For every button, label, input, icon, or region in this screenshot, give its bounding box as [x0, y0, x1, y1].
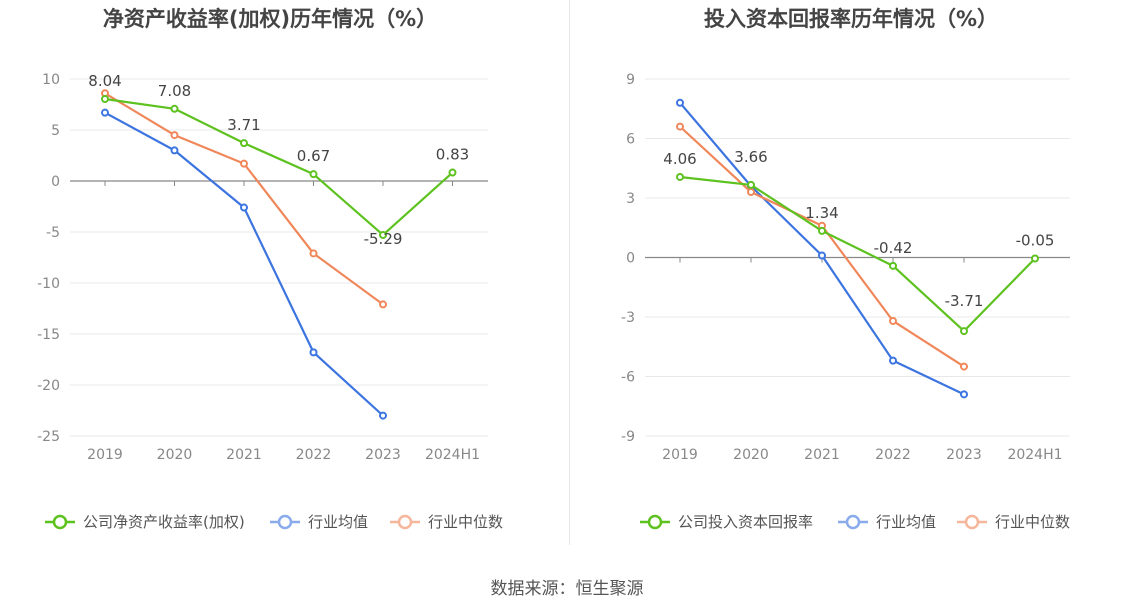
- legend-marker: [964, 514, 980, 530]
- x-tick-label: 2020: [733, 447, 769, 463]
- series-line-company: [679, 175, 1036, 333]
- data-point-median: [676, 122, 684, 131]
- data-point-avg: [240, 203, 248, 212]
- data-label: -0.05: [1016, 231, 1055, 249]
- data-point-median: [747, 188, 755, 197]
- legend-label: 公司净资产收益率(加权): [83, 513, 245, 531]
- data-point-median: [889, 316, 897, 325]
- data-point-avg: [170, 146, 179, 155]
- legend-marker: [277, 514, 293, 530]
- data-point-company: [676, 172, 684, 181]
- x-tick-label: 2024H1: [425, 447, 480, 463]
- legend-item-median: [957, 514, 987, 530]
- legend-item-company: [45, 514, 75, 530]
- x-tick-label: 2023: [365, 447, 401, 463]
- x-tick-label: 2021: [226, 447, 262, 463]
- data-point-median: [379, 300, 387, 309]
- data-point-company: [309, 170, 318, 179]
- legend-label: 行业中位数: [995, 513, 1070, 531]
- x-tick-label: 2021: [804, 447, 840, 463]
- y-tick-label: 0: [51, 174, 60, 190]
- data-point-median: [240, 159, 248, 168]
- chart-title: 投入资本回报率历年情况（%）: [704, 7, 998, 31]
- data-point-company: [960, 327, 968, 336]
- chart-panel-2: 投入资本回报率历年情况（%） 9 6 3 0 -3 -6 -9 2019 2020 2021 2022…: [621, 7, 1070, 531]
- legend-item-avg: [270, 514, 300, 530]
- y-tick-label: -9: [621, 429, 635, 445]
- legend-label: 行业均值: [308, 513, 368, 531]
- data-point-company: [101, 94, 109, 103]
- series-line-median: [679, 125, 965, 368]
- data-label: 0.83: [436, 146, 469, 164]
- data-point-avg: [309, 348, 318, 357]
- y-tick-label: -6: [621, 370, 635, 386]
- x-tick-label: 2023: [946, 447, 982, 463]
- data-point-avg: [379, 411, 387, 420]
- data-label: 4.06: [663, 150, 696, 168]
- legend-marker: [647, 514, 663, 530]
- y-tick-label: -15: [37, 327, 60, 343]
- data-point-avg: [960, 390, 968, 399]
- data-point-avg: [676, 98, 684, 107]
- y-tick-label: 9: [626, 72, 635, 88]
- data-point-company: [1031, 254, 1039, 263]
- data-point-median: [170, 131, 179, 140]
- x-tick-label: 2020: [157, 447, 193, 463]
- data-label: 1.34: [805, 204, 838, 222]
- legend-item-median: [390, 514, 420, 530]
- data-point-avg: [101, 108, 109, 117]
- x-tick-label: 2022: [296, 447, 332, 463]
- data-point-company: [747, 180, 755, 189]
- series-line-avg: [679, 102, 965, 396]
- data-label: 0.67: [297, 147, 330, 165]
- series-line-company: [104, 97, 454, 237]
- data-point-company: [448, 168, 457, 177]
- data-point-company: [379, 230, 387, 239]
- y-tick-label: 10: [42, 72, 60, 88]
- y-tick-label: 6: [626, 132, 635, 148]
- legend-label: 行业均值: [876, 513, 936, 531]
- legend-marker: [52, 514, 68, 530]
- data-point-median: [309, 249, 318, 258]
- legend-label: 公司投入资本回报率: [678, 513, 813, 531]
- legend-marker: [397, 514, 413, 530]
- data-point-company: [170, 104, 179, 113]
- y-tick-label: 0: [626, 251, 635, 267]
- y-tick-label: -10: [37, 276, 60, 292]
- series-line-avg: [104, 111, 384, 417]
- y-tick-label: -20: [37, 378, 60, 394]
- data-point-company: [889, 261, 897, 270]
- legend-label: 行业中位数: [428, 513, 503, 531]
- data-label: 7.08: [158, 82, 191, 100]
- legend-item-avg: [838, 514, 868, 530]
- y-tick-label: 5: [51, 123, 60, 139]
- y-tick-label: 3: [626, 191, 635, 207]
- data-label: -0.42: [874, 239, 913, 257]
- y-tick-label: -3: [621, 310, 635, 326]
- data-source-label: 数据来源：恒生聚源: [490, 579, 644, 599]
- chart-title: 净资产收益率(加权)历年情况（%）: [103, 7, 437, 31]
- data-point-avg: [818, 251, 826, 260]
- data-label: 3.71: [227, 116, 260, 134]
- y-tick-label: -5: [46, 225, 60, 241]
- x-tick-label: 2022: [875, 447, 911, 463]
- data-point-company: [818, 226, 826, 235]
- data-label: 3.66: [734, 148, 767, 166]
- data-label: 8.04: [88, 72, 121, 90]
- y-tick-label: -25: [37, 429, 60, 445]
- data-point-median: [960, 362, 968, 371]
- x-tick-label: 2024H1: [1007, 447, 1062, 463]
- legend-marker: [845, 514, 861, 530]
- x-tick-label: 2019: [662, 447, 698, 463]
- data-point-company: [240, 139, 248, 148]
- data-label: -3.71: [945, 292, 984, 310]
- data-point-avg: [889, 356, 897, 365]
- data-label: -5.29: [364, 230, 403, 248]
- legend-item-company: [640, 514, 670, 530]
- panel-divider: [569, 0, 570, 545]
- x-tick-label: 2019: [87, 447, 123, 463]
- chart-panel-1: 净资产收益率(加权)历年情况（%） 10 5 0 -5 -10 -15 -20 -25 2019 2…: [37, 7, 503, 531]
